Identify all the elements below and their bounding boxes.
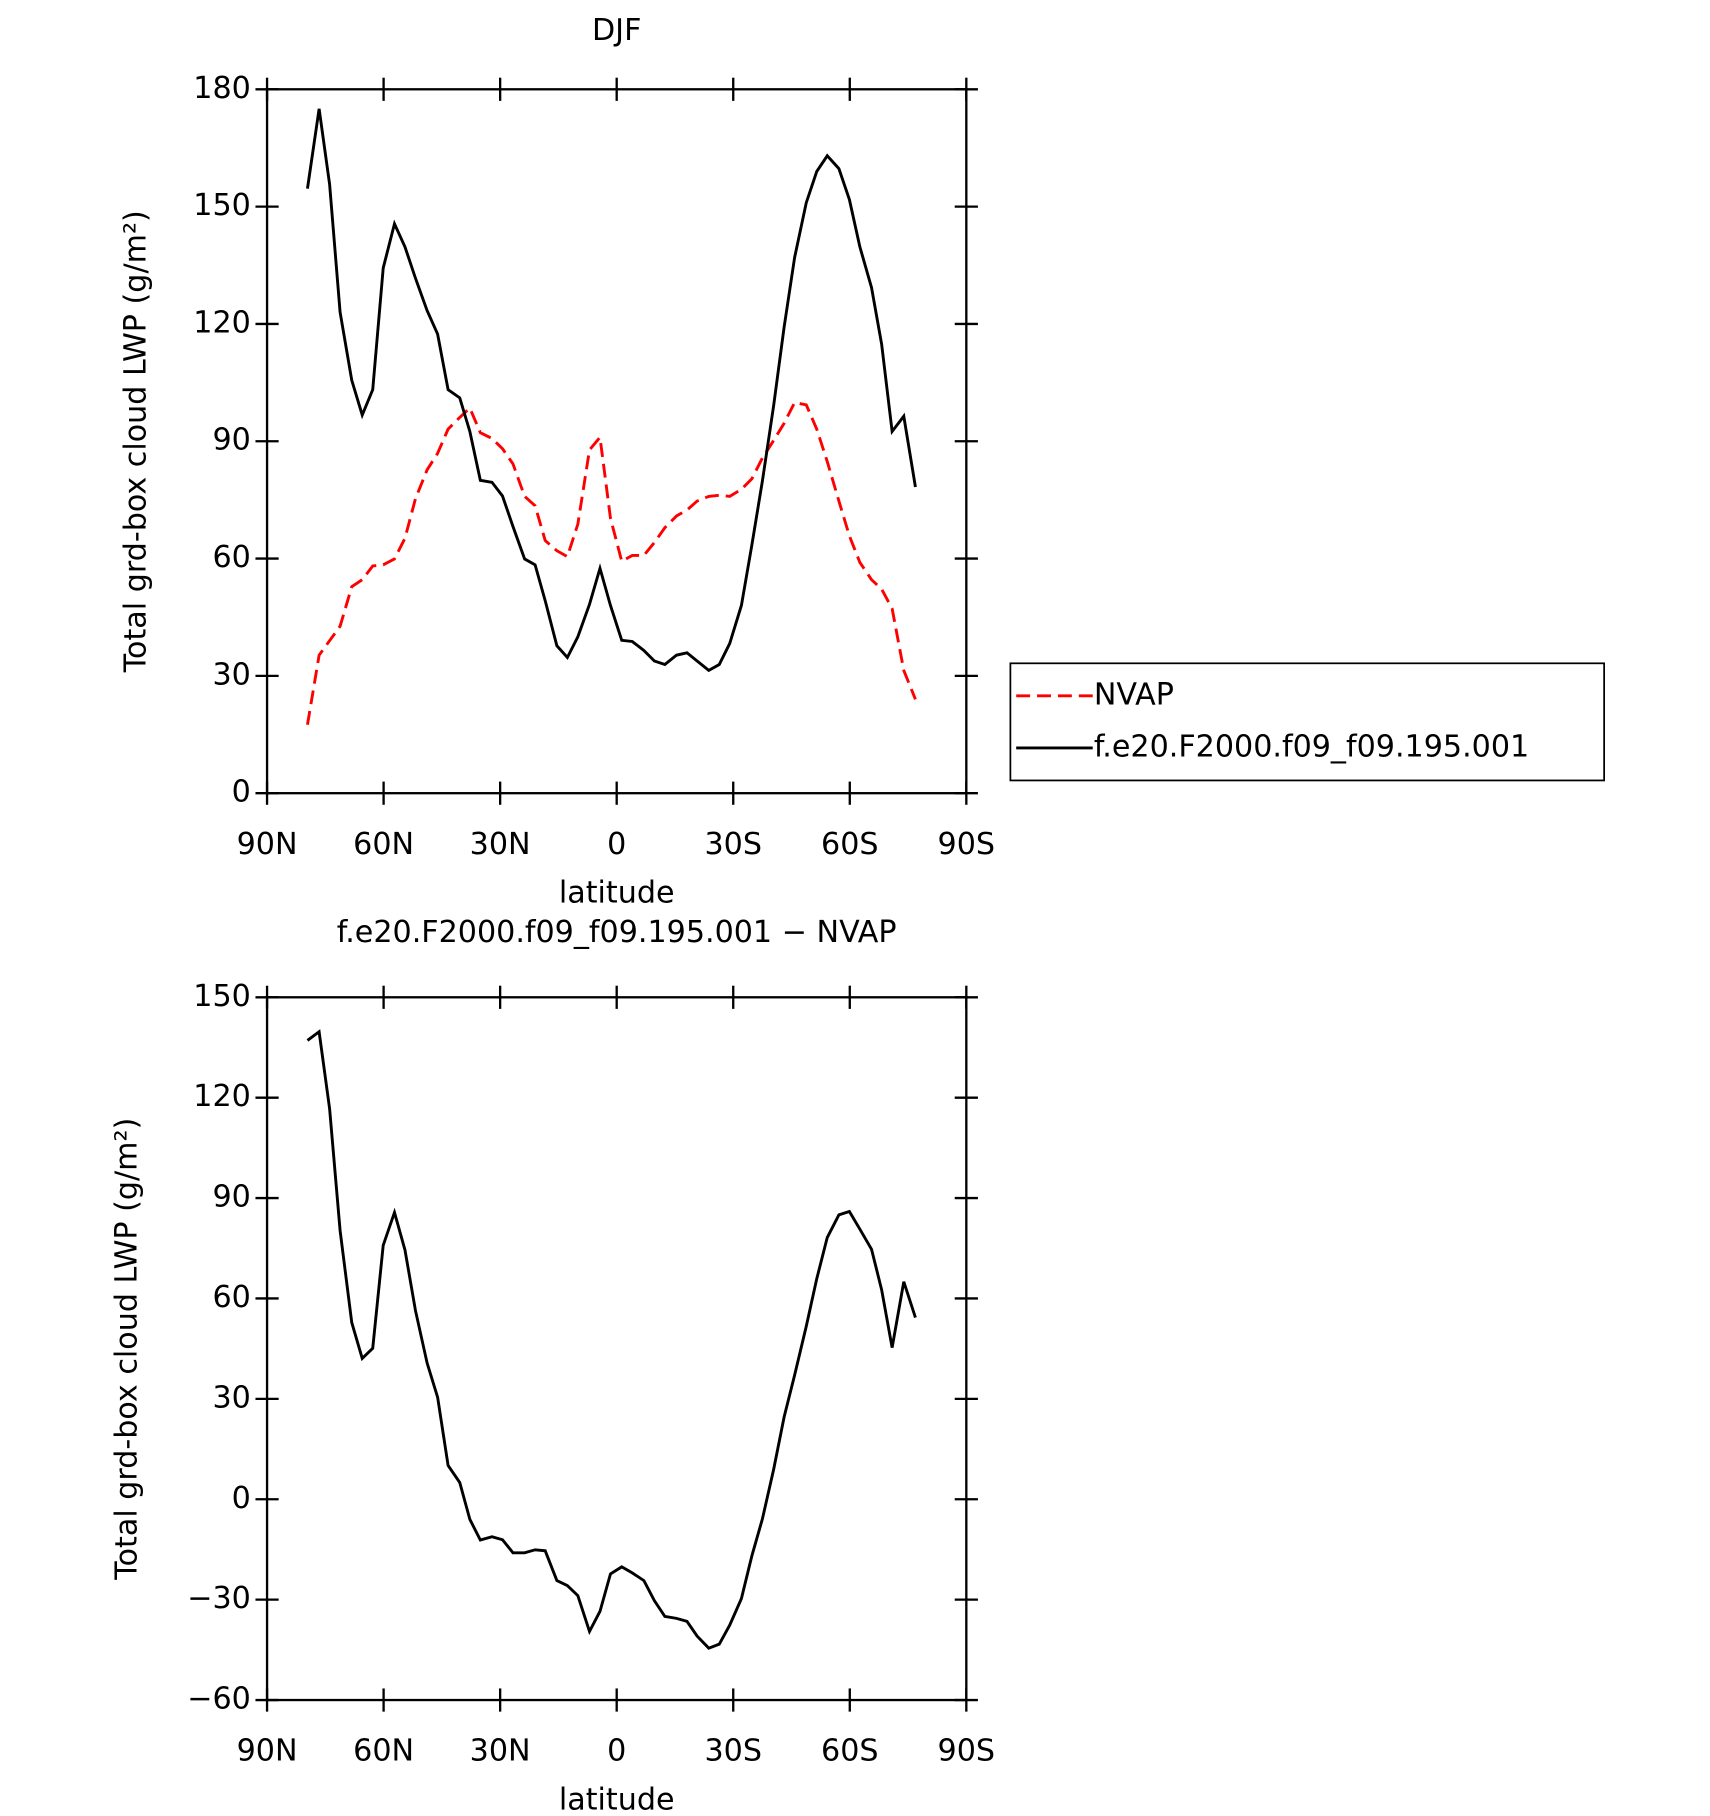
x-axis-label: latitude: [559, 1782, 675, 1816]
y-tick-label: −60: [187, 1682, 251, 1717]
legend-label: NVAP: [1094, 677, 1174, 712]
y-axis-label: Total grd-box cloud LWP (g/m²): [119, 210, 154, 673]
x-tick-label: 90S: [938, 1734, 996, 1769]
legend-label: f.e20.F2000.f09_f09.195.001: [1094, 729, 1529, 764]
y-tick-label: 0: [232, 1481, 251, 1516]
x-tick-label: 30S: [704, 827, 762, 862]
y-tick-label: 120: [193, 305, 251, 340]
x-tick-label: 90S: [938, 827, 996, 862]
y-tick-label: 60: [212, 1280, 250, 1315]
legend-box: [1009, 662, 1605, 782]
y-tick-label: 90: [212, 1180, 250, 1215]
x-tick-label: 30N: [470, 827, 531, 862]
chart-title: DJF: [592, 13, 641, 48]
x-tick-label: 60S: [821, 1734, 879, 1769]
x-axis-label: latitude: [559, 876, 675, 911]
y-tick-label: 150: [193, 188, 251, 223]
y-tick-label: 150: [193, 979, 251, 1014]
y-tick-label: 120: [193, 1079, 251, 1114]
x-tick-label: 90N: [237, 827, 298, 862]
x-tick-label: 60S: [821, 827, 879, 862]
y-tick-label: 0: [232, 775, 251, 810]
x-tick-label: 0: [607, 1734, 626, 1769]
data-line: [306, 108, 917, 673]
x-tick-label: 0: [607, 827, 626, 862]
plot-frame: [265, 88, 968, 795]
x-tick-label: 60N: [353, 827, 414, 862]
x-tick-label: 90N: [237, 1734, 298, 1769]
y-tick-label: −30: [187, 1581, 251, 1616]
y-tick-label: 30: [212, 657, 250, 692]
x-tick-label: 60N: [353, 1734, 414, 1769]
data-line: [306, 400, 917, 725]
chart-title: f.e20.F2000.f09_f09.195.001 − NVAP: [337, 915, 897, 950]
data-line: [306, 1029, 917, 1650]
x-tick-label: 30S: [704, 1734, 762, 1769]
x-tick-label: 30N: [470, 1734, 531, 1769]
y-tick-label: 180: [193, 71, 251, 106]
y-axis-label: Total grd-box cloud LWP (g/m²): [109, 1118, 144, 1581]
y-tick-label: 60: [212, 540, 250, 575]
y-tick-label: 90: [212, 423, 250, 458]
y-tick-label: 30: [212, 1380, 250, 1415]
